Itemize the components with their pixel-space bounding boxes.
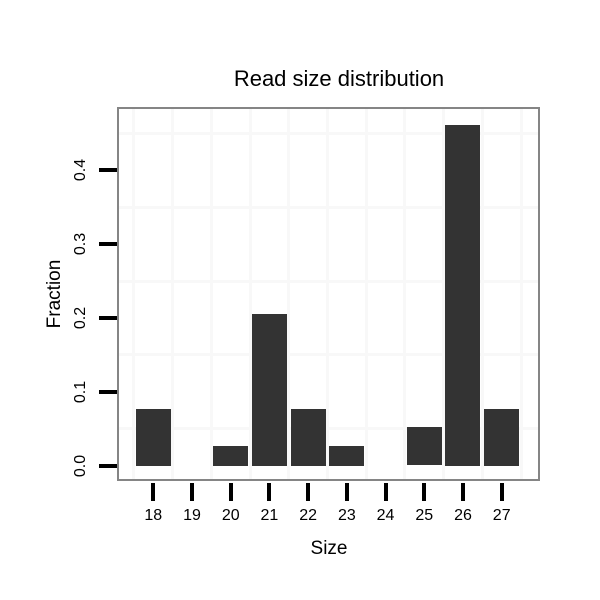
minor-gridline-vertical xyxy=(364,107,368,481)
x-axis-tick xyxy=(151,483,156,501)
bar-size-21 xyxy=(251,314,287,466)
x-axis-tick xyxy=(190,483,194,501)
x-axis-tick xyxy=(460,483,465,501)
y-tick-label: 0.4 xyxy=(72,159,89,182)
x-tick-label: 24 xyxy=(376,507,395,524)
minor-gridline-vertical xyxy=(480,107,484,481)
minor-gridline-vertical xyxy=(171,107,175,481)
y-axis-tick xyxy=(99,168,117,173)
minor-gridline-vertical xyxy=(519,107,523,481)
chart-title: Read size distribution xyxy=(233,66,445,91)
y-tick-label: 0.1 xyxy=(72,380,89,403)
minor-gridline-vertical xyxy=(325,107,329,481)
y-tick-label: 0.0 xyxy=(72,454,89,477)
y-axis-title: Fraction xyxy=(44,259,65,329)
x-tick-label: 21 xyxy=(260,507,279,524)
minor-gridline-vertical xyxy=(132,107,136,481)
x-axis-tick xyxy=(306,483,311,501)
bar-size-18 xyxy=(135,408,171,466)
bar-size-26 xyxy=(445,124,481,466)
x-tick-label: 26 xyxy=(454,507,472,524)
x-tick-label: 18 xyxy=(144,507,163,524)
x-tick-label: 19 xyxy=(183,507,201,524)
bar-size-20 xyxy=(213,446,249,466)
x-tick-label: 22 xyxy=(299,507,318,524)
bar-size-23 xyxy=(329,446,365,466)
minor-gridline-vertical xyxy=(248,107,252,481)
minor-gridline-vertical xyxy=(403,107,407,481)
x-tick-label: 23 xyxy=(337,507,356,524)
minor-gridline-vertical xyxy=(287,107,291,481)
y-axis-tick xyxy=(99,315,117,320)
x-axis-title: Size xyxy=(310,538,348,559)
minor-gridline-vertical xyxy=(442,107,446,481)
y-tick-label: 0.2 xyxy=(72,306,89,330)
y-tick-label: 0.3 xyxy=(72,233,89,256)
x-tick-label: 20 xyxy=(221,507,240,524)
x-axis-tick xyxy=(228,483,233,501)
x-axis-tick xyxy=(383,483,388,501)
x-tick-label: 27 xyxy=(492,507,511,524)
y-axis-tick xyxy=(99,463,117,468)
minor-gridline-vertical xyxy=(209,107,213,481)
bar-size-27 xyxy=(484,408,520,466)
x-axis-tick xyxy=(344,483,349,501)
bar-size-25 xyxy=(406,427,442,466)
bar-size-22 xyxy=(290,408,326,466)
x-tick-label: 25 xyxy=(415,507,434,524)
x-axis-tick xyxy=(499,483,504,501)
x-axis-tick xyxy=(267,483,272,501)
x-axis-tick xyxy=(422,483,427,501)
y-axis-tick xyxy=(99,242,117,247)
y-axis-tick xyxy=(99,389,117,394)
